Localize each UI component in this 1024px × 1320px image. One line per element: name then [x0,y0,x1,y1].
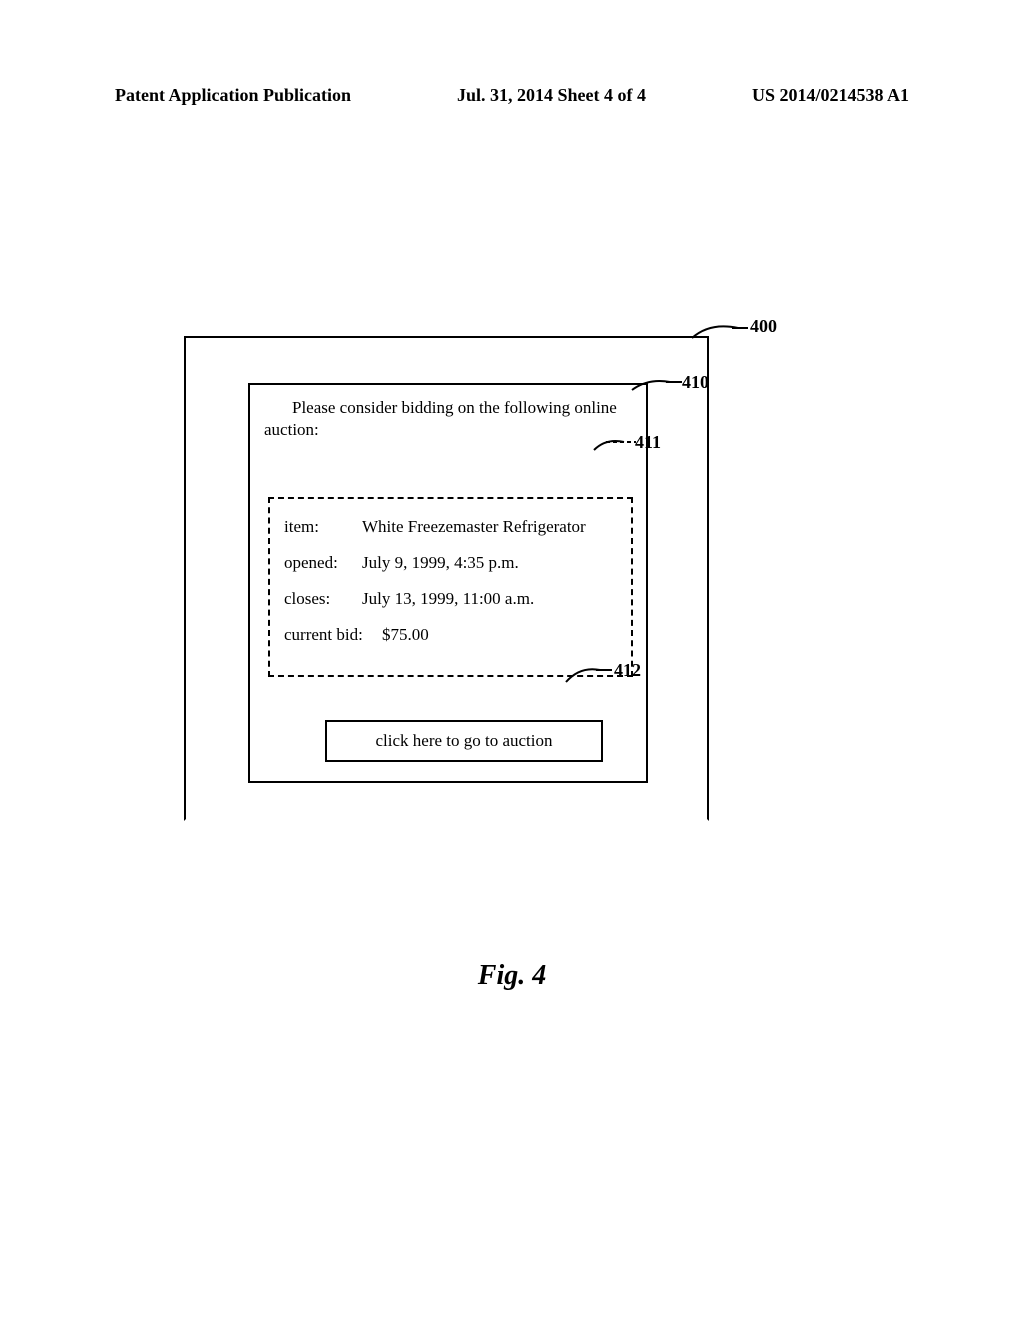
value-opened: July 9, 1999, 4:35 p.m. [362,553,621,573]
row-item: item: White Freezemaster Refrigerator [284,517,621,537]
patent-figure-page: Patent Application Publication Jul. 31, … [0,0,1024,1320]
auction-details-411: item: White Freezemaster Refrigerator op… [268,497,633,677]
header-center: Jul. 31, 2014 Sheet 4 of 4 [457,85,646,106]
value-closes: July 13, 1999, 11:00 a.m. [362,589,621,609]
outer-container-400: Please consider bidding on the following… [184,336,709,821]
label-opened: opened: [284,553,362,573]
value-currentbid: $75.00 [382,625,621,645]
ref-410-label: 410 [682,372,709,393]
label-currentbid: current bid: [284,625,382,645]
button-label: click here to go to auction [375,731,552,751]
label-closes: closes: [284,589,362,609]
notice-box-410: Please consider bidding on the following… [248,383,648,783]
ref-400-label: 400 [750,316,777,337]
ref-412-label: 412 [614,660,641,681]
row-opened: opened: July 9, 1999, 4:35 p.m. [284,553,621,573]
intro-text: Please consider bidding on the following… [250,385,646,445]
go-to-auction-button[interactable]: click here to go to auction [325,720,603,762]
label-item: item: [284,517,362,537]
header-right: US 2014/0214538 A1 [752,85,909,106]
ref-411-label: 411 [635,432,661,453]
figure-caption: Fig. 4 [0,960,1024,992]
row-currentbid: current bid: $75.00 [284,625,621,645]
row-closes: closes: July 13, 1999, 11:00 a.m. [284,589,621,609]
value-item: White Freezemaster Refrigerator [362,517,621,537]
header-left: Patent Application Publication [115,85,351,106]
page-header: Patent Application Publication Jul. 31, … [115,85,909,106]
